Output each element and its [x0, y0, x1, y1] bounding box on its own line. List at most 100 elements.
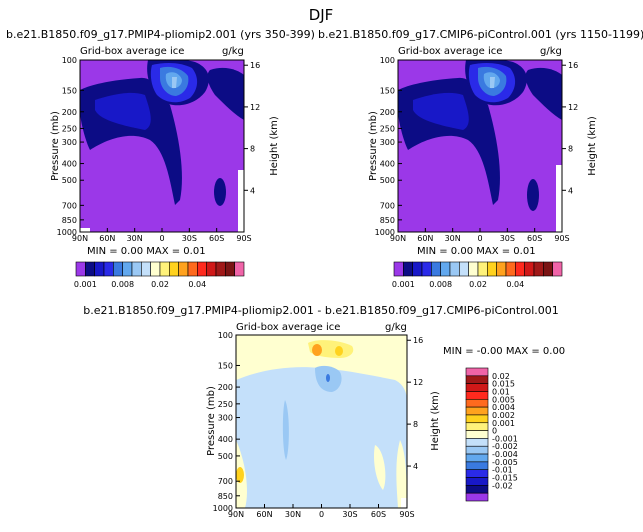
panel2-plot	[397, 59, 563, 233]
y-tick-label: 150	[62, 86, 77, 95]
diff-contour-tropics-band	[282, 400, 289, 460]
y-tick-label: 250	[380, 124, 395, 133]
colorbar-swatch	[524, 261, 535, 277]
diff-contour-upper-core	[326, 374, 330, 382]
panel2-mask	[556, 165, 562, 232]
colorbar-label: 0.01	[492, 387, 510, 396]
colorbar-swatch	[465, 469, 489, 478]
colorbar-label: -0.005	[492, 458, 518, 467]
colorbar-swatch	[178, 261, 189, 277]
colorbar-label: -0.015	[492, 474, 518, 483]
y-tick-label: 150	[218, 361, 233, 370]
colorbar-swatch	[75, 261, 86, 277]
colorbar-label: 0.04	[188, 280, 206, 289]
panel1-units: g/kg	[222, 46, 244, 57]
colorbar-label: 0.001	[74, 280, 97, 289]
y-tick-label: 1000	[375, 228, 395, 237]
x-tick-label: 60N	[99, 234, 115, 243]
height-tick-label: 16	[250, 61, 260, 70]
colorbar-label: 0.004	[492, 403, 515, 412]
colorbar-swatch	[113, 261, 123, 277]
colorbar-swatch	[449, 261, 460, 277]
colorbar-swatch	[431, 261, 441, 277]
panel1-contour-peak	[172, 77, 177, 88]
x-tick-label: 0	[319, 510, 324, 519]
colorbar-swatch	[465, 453, 489, 463]
panel1-mask-corner	[80, 228, 90, 232]
colorbar-swatch	[459, 261, 469, 277]
panel1-ylabel: Pressure (mb)	[50, 111, 61, 181]
panel2-units: g/kg	[540, 46, 562, 57]
x-tick-label: 30N	[285, 510, 301, 519]
panel2-contour-lowlevel	[527, 179, 539, 211]
colorbar-swatch	[234, 261, 245, 277]
panel1-subtitle: Grid-box average ice	[80, 46, 184, 57]
height-tick-label: 16	[413, 336, 423, 345]
colorbar-swatch	[465, 398, 489, 408]
colorbar-swatch	[94, 261, 105, 277]
x-tick-label: 0	[477, 234, 482, 243]
y-tick-label: 400	[218, 435, 233, 444]
y-tick-label: 850	[380, 216, 395, 225]
colorbar-swatch	[85, 261, 95, 277]
panel2-contour-south	[525, 67, 562, 120]
y-tick-label: 850	[62, 216, 77, 225]
panel1-contour-lowlevel	[214, 178, 226, 206]
x-tick-label: 90S	[554, 234, 569, 243]
panel1-title: b.e21.B1850.f09_g17.PMIP4-pliomip2.001 (…	[6, 28, 315, 41]
panel2-colorbar: 0.001 0.008 0.02 0.04	[392, 261, 563, 289]
panel1-colorbar: 0.001 0.008 0.02 0.04	[74, 261, 245, 289]
y-tick-label: 300	[218, 414, 233, 423]
diff-title: b.e21.B1850.f09_g17.PMIP4-pliomip2.001 -…	[83, 304, 559, 317]
y-tick-label: 200	[380, 108, 395, 117]
panel1-axes: 90N 60N 30N 0 30S 60S 90S 100 150 200 250 300 400 500…	[57, 56, 261, 243]
x-tick-label: 60S	[209, 234, 224, 243]
colorbar-swatch	[465, 485, 489, 494]
colorbar-swatch	[215, 261, 226, 277]
diff-mask	[401, 498, 407, 508]
colorbar-label: 0	[492, 427, 497, 436]
colorbar-swatch	[206, 261, 217, 277]
colorbar-swatch	[197, 261, 207, 277]
diff-colorbar: 0.020.0150.010.0050.0040.0020.0010-0.001…	[465, 367, 518, 502]
colorbar-swatch	[477, 261, 488, 277]
x-tick-label: 90N	[228, 510, 244, 519]
season-title: DJF	[309, 6, 334, 24]
colorbar-swatch	[412, 261, 423, 277]
colorbar-swatch	[487, 261, 497, 277]
y-tick-label: 150	[380, 86, 395, 95]
colorbar-label: 0.001	[492, 419, 515, 428]
colorbar-swatch	[159, 261, 170, 277]
colorbar-swatch	[465, 406, 489, 416]
y-tick-label: 850	[218, 492, 233, 501]
y-tick-label: 200	[62, 108, 77, 117]
colorbar-label: 0.008	[429, 280, 452, 289]
panel2-contour-peak	[490, 77, 495, 88]
height-tick-label: 12	[413, 378, 423, 387]
colorbar-swatch	[225, 261, 235, 277]
y-tick-label: 250	[62, 124, 77, 133]
colorbar-swatch	[465, 422, 489, 431]
height-tick-label: 8	[250, 145, 255, 154]
diff-contours	[236, 335, 407, 508]
y-tick-label: 700	[62, 201, 77, 210]
colorbar-label: -0.002	[492, 442, 518, 451]
colorbar-label: 0.002	[492, 411, 515, 420]
y-tick-label: 500	[218, 452, 233, 461]
colorbar-swatch	[465, 430, 489, 439]
colorbar-swatch	[403, 261, 413, 277]
x-tick-label: 90S	[399, 510, 414, 519]
diff-plot	[235, 334, 408, 509]
colorbar-swatch	[131, 261, 142, 277]
y-tick-label: 100	[62, 56, 77, 65]
x-tick-label: 30S	[342, 510, 357, 519]
colorbar-swatch	[515, 261, 525, 277]
x-tick-label: 30S	[500, 234, 515, 243]
colorbar-swatch	[465, 492, 489, 502]
diff-contour-negative	[236, 367, 407, 508]
x-tick-label: 90N	[390, 234, 406, 243]
panel2-ylabel-right: Height (km)	[587, 116, 598, 176]
colorbar-swatch	[465, 375, 489, 384]
panel1-minmax: MIN = 0.00 MAX = 0.01	[87, 246, 206, 257]
